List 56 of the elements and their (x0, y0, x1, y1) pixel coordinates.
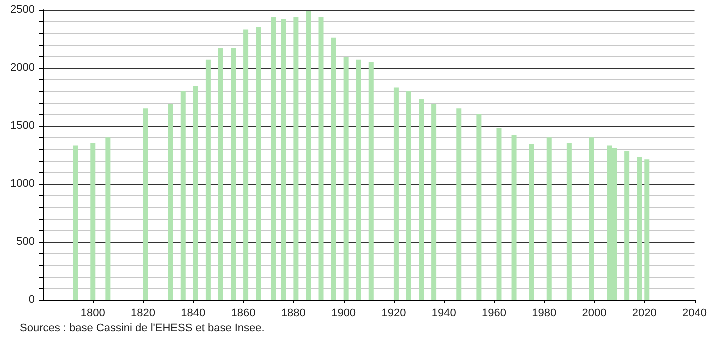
bar (294, 16, 299, 300)
bar (496, 128, 502, 300)
bar (90, 143, 96, 300)
bar (637, 157, 642, 300)
y-tick-label: 2000 (10, 62, 35, 74)
x-tick-label: 1840 (181, 308, 206, 320)
bar (432, 104, 437, 300)
x-tick-label: 2000 (582, 308, 607, 320)
bar (529, 144, 534, 300)
bar (589, 138, 594, 300)
bar (344, 58, 349, 300)
bar (356, 60, 362, 300)
bar (281, 19, 286, 300)
bar (193, 86, 198, 300)
bar (168, 104, 174, 300)
x-tick-label: 1940 (432, 308, 456, 320)
x-tick-label: 1800 (80, 308, 106, 320)
y-tick-label: 1500 (10, 120, 35, 132)
x-tick-label: 1960 (482, 308, 506, 320)
bar (644, 160, 650, 300)
bar (512, 135, 517, 300)
x-tick-label: 2020 (632, 308, 657, 320)
x-tick-label: 1880 (281, 308, 306, 320)
bar (180, 91, 186, 300)
y-tick-label: 500 (16, 236, 35, 248)
x-tick-label: 1980 (532, 308, 557, 320)
x-tick-label: 2040 (682, 308, 708, 320)
bar (394, 88, 399, 300)
bar (231, 48, 236, 300)
bar (318, 16, 324, 300)
x-tick-label: 1820 (131, 308, 156, 320)
bar (73, 146, 78, 300)
bar (218, 48, 224, 300)
bar (456, 108, 462, 300)
bar (106, 138, 111, 300)
y-tick-label: 1000 (10, 178, 35, 190)
bar (306, 11, 312, 300)
x-tick-label: 1920 (382, 308, 406, 320)
x-tick-label: 1860 (231, 308, 256, 320)
bar (419, 99, 424, 300)
bar (256, 27, 262, 300)
bar (331, 38, 336, 300)
bar (566, 143, 572, 300)
bar (206, 60, 211, 300)
bar (368, 62, 374, 300)
bar (244, 30, 249, 300)
bar (406, 91, 412, 300)
bar (143, 108, 148, 300)
y-tick-label: 0 (28, 294, 35, 306)
x-tick-label: 1900 (332, 308, 356, 320)
bar (476, 114, 482, 300)
bar (271, 16, 276, 300)
bar (624, 152, 630, 300)
source-note: Sources : base Cassini de l'EHESS et base Insee. (20, 322, 265, 334)
bar (546, 138, 552, 300)
y-tick-label: 2500 (10, 4, 35, 16)
